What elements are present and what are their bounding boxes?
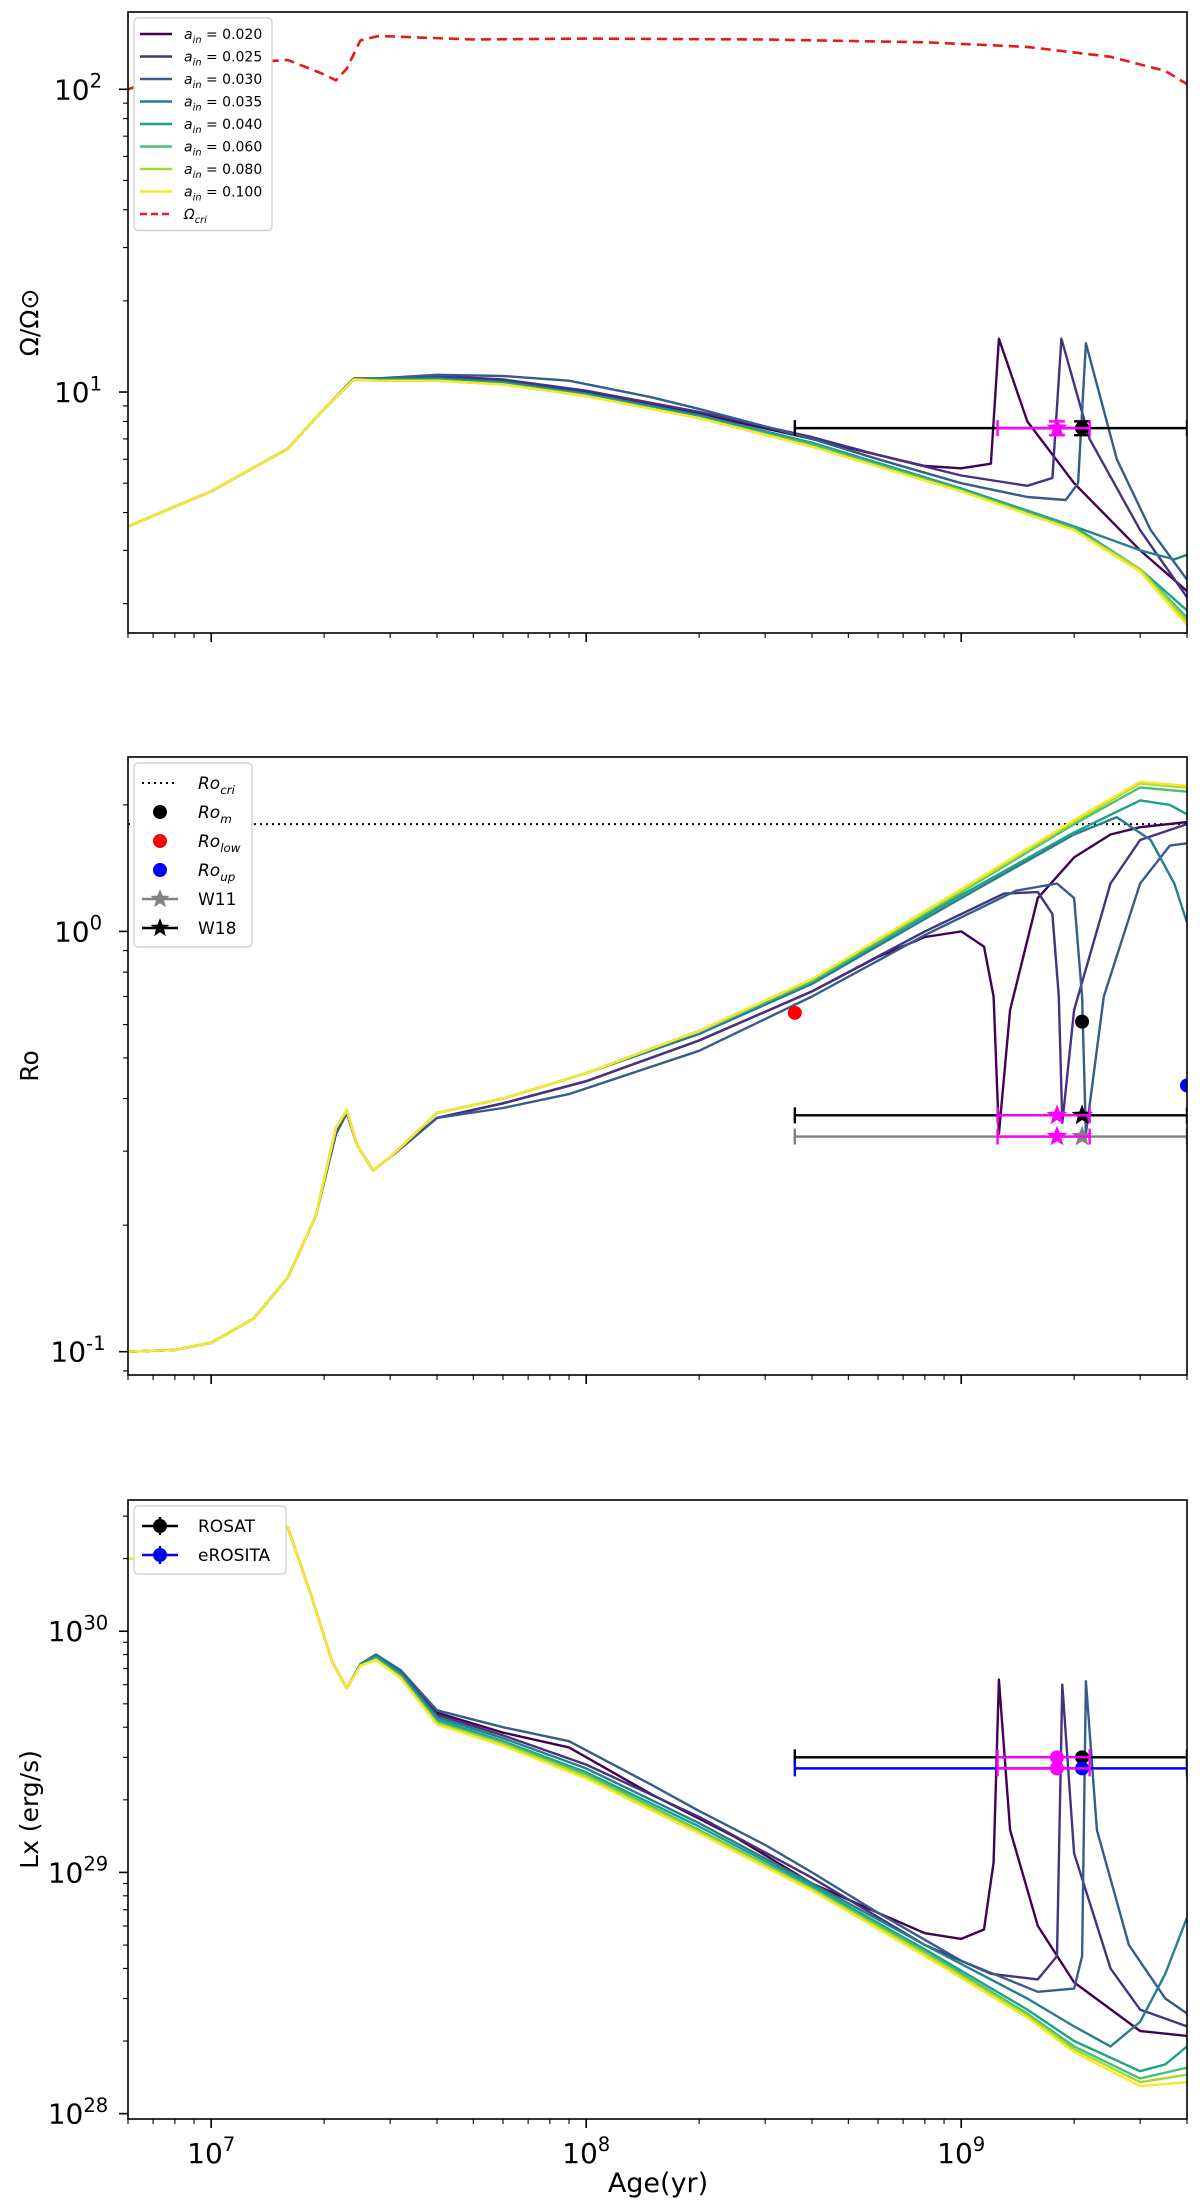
legend-dot-swatch — [153, 863, 167, 877]
legend: ain = 0.020 ain = 0.025 ain = 0.030 ain = 0… — [133, 17, 273, 232]
y-tick-label: 100 — [54, 912, 102, 949]
x-tick-label: 107 — [187, 2133, 235, 2170]
legend-label: Rom — [198, 803, 232, 826]
legend-label: ain = 0.025 — [184, 50, 262, 69]
data-point — [1180, 1078, 1187, 1093]
legend-label: eROSITA — [198, 1546, 271, 1566]
legend-star-swatch — [150, 889, 170, 908]
y-axis-label: Ro — [15, 1050, 44, 1082]
y-axis-label: Lx (erg/s) — [15, 1750, 44, 1869]
x-axis-label: Age(yr) — [608, 2168, 708, 2199]
errorbar-circle-marker — [1049, 1750, 1064, 1765]
legend-label: ain = 0.030 — [184, 72, 262, 91]
legend-label: ain = 0.080 — [184, 162, 262, 181]
y-tick-label: 1030 — [48, 1611, 109, 1648]
series-line — [128, 780, 1187, 1353]
axes-frame — [127, 756, 1188, 1376]
x-tick-label: 108 — [562, 2133, 610, 2170]
y-tick-label: 1029 — [48, 1853, 109, 1890]
legend-label: ain = 0.040 — [184, 117, 262, 136]
legend-dot-swatch — [153, 1548, 167, 1562]
panel-x-ray-luminosity: 107 108 109 1028 1029 1030 Lx (erg/s) ROSAT eROS… — [15, 1499, 1188, 2170]
legend-label: ROSAT — [198, 1517, 256, 1537]
legend-label: W11 — [198, 890, 236, 910]
errorbar-star-marker — [1046, 1104, 1068, 1125]
legend-dot-swatch — [153, 805, 167, 819]
legend-label: Roup — [198, 861, 235, 884]
y-tick-label: 1028 — [48, 2094, 109, 2131]
legend-label: Rolow — [198, 832, 241, 855]
legend-label: ain = 0.020 — [184, 27, 262, 46]
plot-area — [128, 780, 1187, 1353]
legend-dot-swatch — [153, 834, 167, 848]
legend-label: ain = 0.035 — [184, 95, 262, 114]
series-line — [128, 378, 1187, 626]
legend-dot-swatch — [153, 1519, 167, 1533]
data-point — [787, 1005, 802, 1020]
legend-box — [133, 17, 273, 232]
legend-box — [133, 1505, 287, 1575]
legend-label: Rocri — [198, 774, 236, 797]
y-axis-label: Ω/Ω⊙ — [15, 289, 44, 357]
legend-label: ain = 0.100 — [184, 185, 262, 204]
y-tick-label: 101 — [54, 372, 102, 409]
axes-frame — [127, 1499, 1188, 2120]
legend: ROSAT eROSITA — [133, 1505, 287, 1575]
panel-rossby-number: 10-1 100 Ro Rocri Rom Rolow Roup W11 W18 — [15, 756, 1188, 1384]
legend-label: ain = 0.060 — [184, 140, 262, 159]
plot-area — [128, 34, 1187, 626]
errorbar-star-marker — [1046, 1125, 1068, 1146]
legend: Rocri Rom Rolow Roup W11 W18 — [133, 762, 253, 948]
x-tick-label: 109 — [937, 2133, 985, 2170]
y-tick-label: 10-1 — [50, 1332, 105, 1369]
legend-star-swatch — [150, 918, 170, 937]
legend-label: Ωcri — [183, 207, 207, 226]
errorbar-star-marker — [1046, 417, 1068, 437]
errorbar-circle-marker — [1049, 1761, 1064, 1776]
y-tick-label: 102 — [54, 70, 102, 107]
legend-label: W18 — [198, 919, 236, 939]
axes-frame — [127, 11, 1188, 634]
data-point — [1075, 1014, 1090, 1029]
